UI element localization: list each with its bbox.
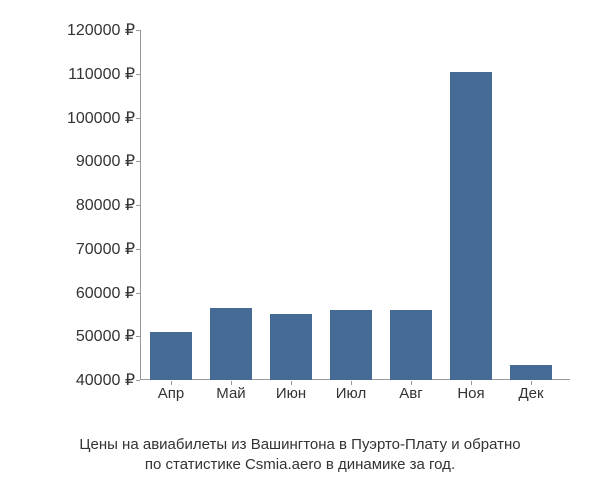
y-tick-mark — [136, 336, 140, 337]
bar — [390, 310, 432, 380]
x-tick-mark — [471, 381, 472, 385]
y-tick-mark — [136, 249, 140, 250]
bar — [510, 365, 552, 380]
x-tick-label: Апр — [141, 385, 201, 402]
price-chart: 40000 ₽ 50000 ₽ 60000 ₽ 70000 ₽ 80000 ₽ 90000… — [30, 20, 570, 410]
x-tick-label: Авг — [381, 385, 441, 402]
bar — [270, 314, 312, 380]
bar — [450, 72, 492, 380]
x-tick-label: Дек — [501, 385, 561, 402]
y-tick-label: 120000 ₽ — [35, 20, 135, 40]
y-tick-label: 60000 ₽ — [35, 283, 135, 303]
x-tick-mark — [531, 381, 532, 385]
y-tick-mark — [136, 30, 140, 31]
bar — [330, 310, 372, 380]
y-tick-mark — [136, 118, 140, 119]
y-tick-label: 50000 ₽ — [35, 326, 135, 346]
x-tick-mark — [171, 381, 172, 385]
y-tick-label: 100000 ₽ — [35, 108, 135, 128]
y-tick-label: 80000 ₽ — [35, 195, 135, 215]
x-tick-label: Май — [201, 385, 261, 402]
y-tick-mark — [136, 74, 140, 75]
y-tick-label: 40000 ₽ — [35, 370, 135, 390]
x-tick-label: Июл — [321, 385, 381, 402]
x-tick-mark — [411, 381, 412, 385]
y-tick-label: 110000 ₽ — [35, 64, 135, 84]
y-tick-label: 90000 ₽ — [35, 151, 135, 171]
x-tick-mark — [351, 381, 352, 385]
x-tick-mark — [291, 381, 292, 385]
y-tick-mark — [136, 161, 140, 162]
bar — [210, 308, 252, 380]
y-tick-mark — [136, 205, 140, 206]
y-tick-mark — [136, 380, 140, 381]
caption-line-2: по статистике Csmia.aero в динамике за г… — [145, 456, 455, 473]
x-tick-mark — [231, 381, 232, 385]
x-tick-label: Июн — [261, 385, 321, 402]
bar — [150, 332, 192, 380]
y-tick-mark — [136, 293, 140, 294]
caption-line-1: Цены на авиабилеты из Вашингтона в Пуэрт… — [79, 436, 520, 453]
y-tick-label: 70000 ₽ — [35, 239, 135, 259]
chart-caption: Цены на авиабилеты из Вашингтона в Пуэрт… — [0, 435, 600, 476]
x-tick-label: Ноя — [441, 385, 501, 402]
